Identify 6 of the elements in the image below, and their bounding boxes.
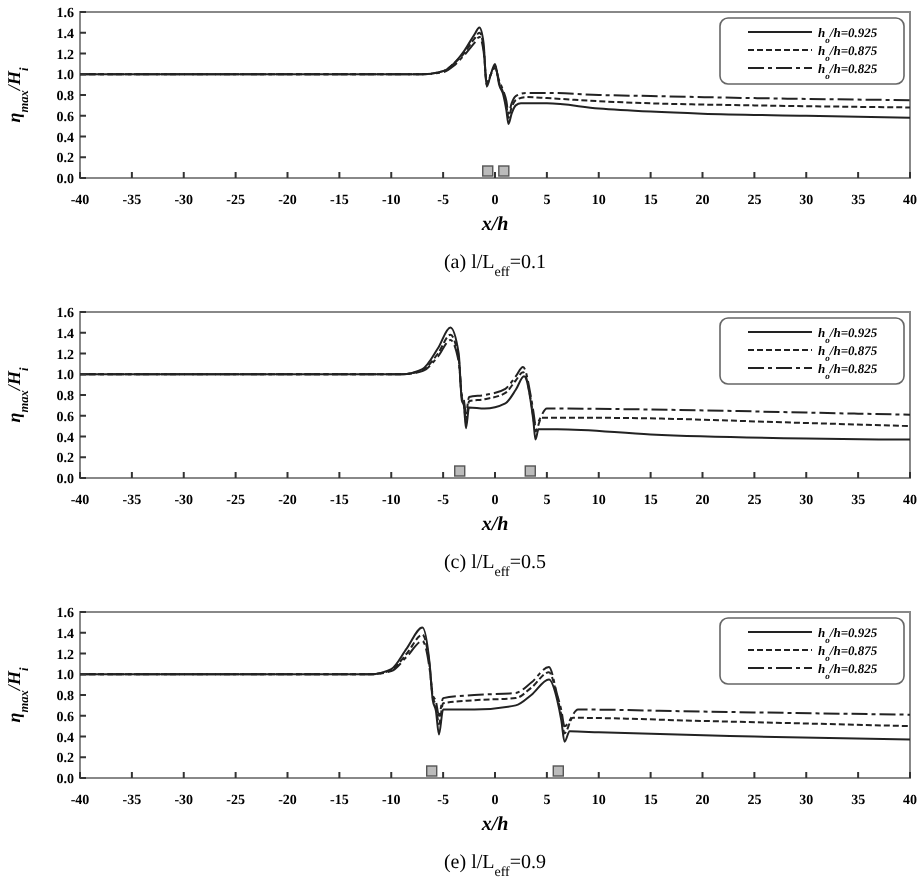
x-axis-title: x/h — [479, 514, 510, 536]
x-axis-title: x/h — [479, 814, 510, 836]
text: (c) l/L$_{eff}$=0.5 — [443, 552, 547, 580]
text: (e) l/L$_{eff}$=0.9 — [443, 852, 547, 880]
x-axis-title: x/h — [479, 214, 510, 236]
text: (a) l/L$_{eff}$=0.1 — [443, 252, 547, 280]
